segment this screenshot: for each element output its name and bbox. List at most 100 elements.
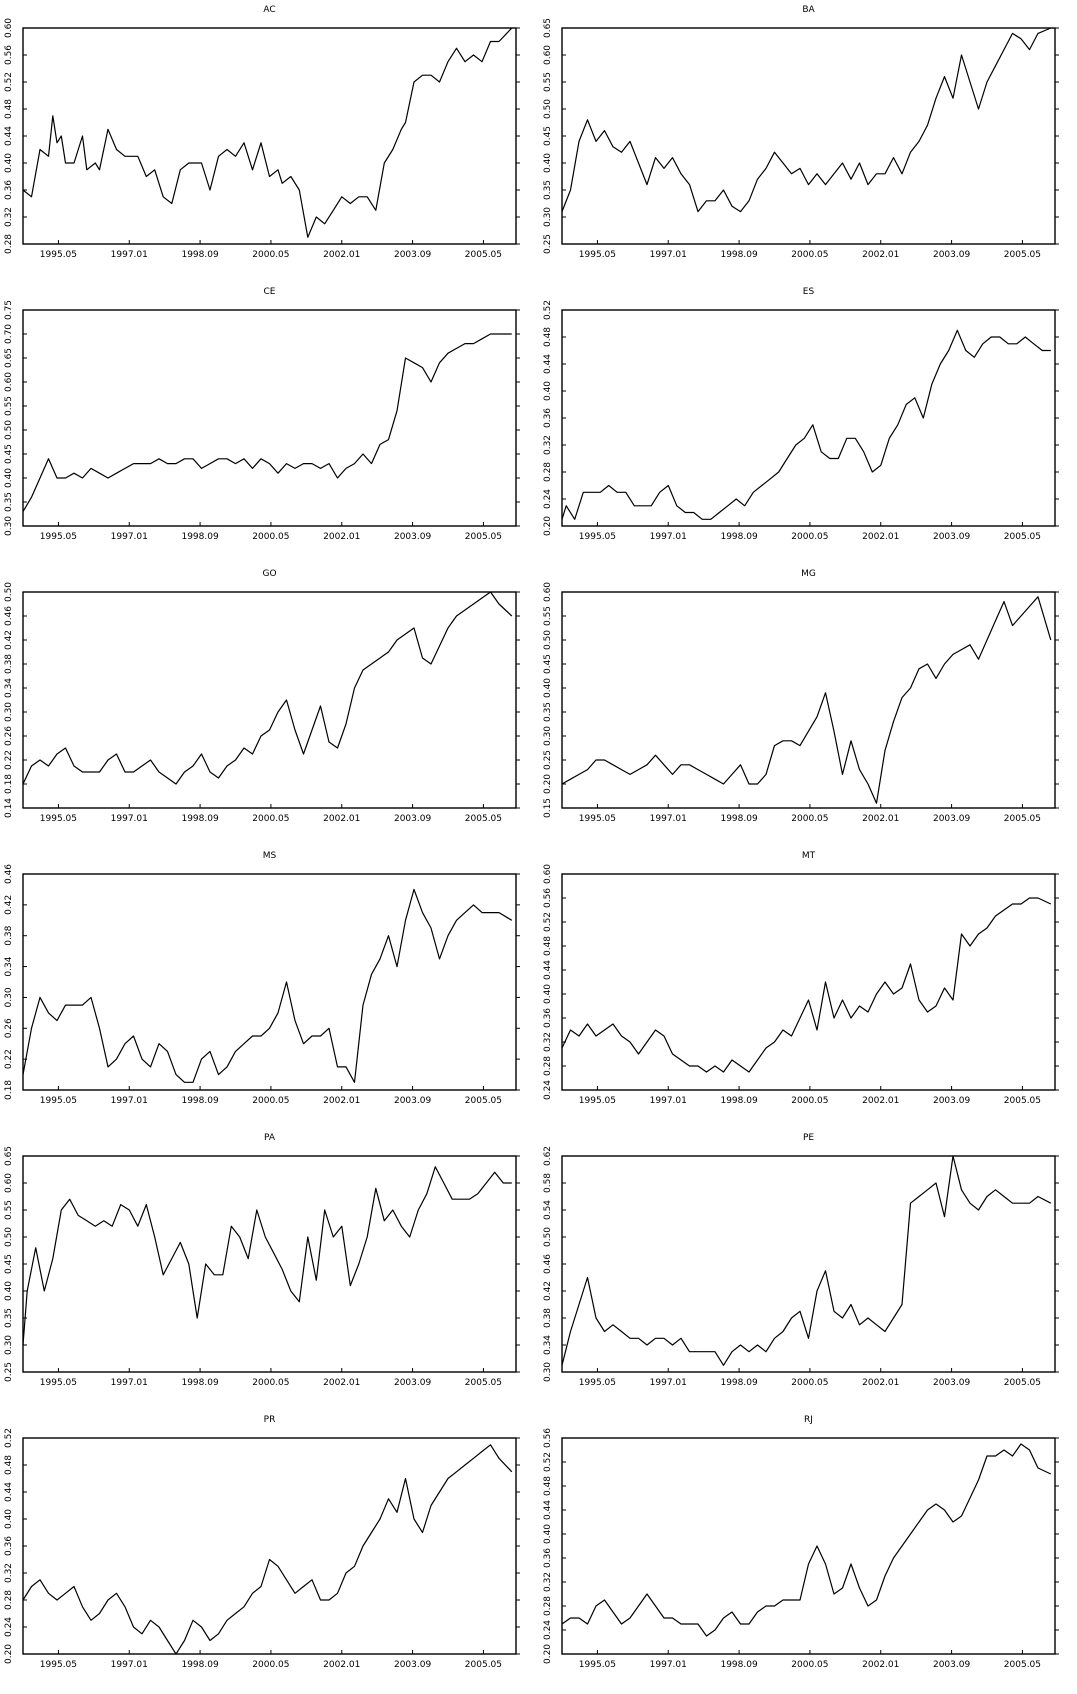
x-tick-label: 1995.05 xyxy=(40,1096,77,1106)
chart-panel-mt: MT 0.24 0.28 0.32 0.36 0.40 0.44 0.48 0.52 0.56 0.… xyxy=(539,846,1077,1128)
y-tick-label: 0.50 xyxy=(543,99,553,119)
x-tick-label: 2002.01 xyxy=(862,250,899,260)
chart-panel-pe: PE 0.30 0.34 0.38 0.42 0.46 0.50 0.54 0.58 0.62 19… xyxy=(539,1128,1077,1410)
x-tick-label: 1995.05 xyxy=(40,1660,77,1670)
y-tick-label: 0.46 xyxy=(543,1254,553,1274)
chart-svg: AC 0.28 0.32 0.36 0.40 0.44 0.48 0.52 0.56 0.60 19… xyxy=(4,5,520,260)
series-line xyxy=(22,591,513,785)
y-tick-label: 0.48 xyxy=(543,1476,553,1496)
y-tick-label: 0.30 xyxy=(4,1335,14,1355)
x-tick-label: 1997.01 xyxy=(111,1660,148,1670)
y-tick-label: 0.38 xyxy=(4,654,14,674)
x-tick-label: 2003.09 xyxy=(933,532,970,542)
y-tick-label: 0.28 xyxy=(543,1056,553,1076)
x-tick-label: 2000.05 xyxy=(252,532,289,542)
x-tick-label: 1995.05 xyxy=(579,1378,616,1388)
x-tick-label: 2003.09 xyxy=(933,250,970,260)
y-tick-label: 0.35 xyxy=(4,492,14,512)
y-tick-label: 0.20 xyxy=(543,1644,553,1664)
y-tick-label: 0.45 xyxy=(543,126,553,146)
x-tick-label: 2003.09 xyxy=(394,532,431,542)
x-tick-label: 2003.09 xyxy=(933,1660,970,1670)
y-tick-label: 0.40 xyxy=(4,1509,14,1529)
y-tick-label: 0.20 xyxy=(543,774,553,794)
y-tick-label: 0.60 xyxy=(543,582,553,602)
x-tick-label: 2003.09 xyxy=(394,1660,431,1670)
y-tick-label: 0.52 xyxy=(4,1428,14,1448)
x-tick-label: 2005.05 xyxy=(1004,1378,1041,1388)
y-tick-label: 0.32 xyxy=(543,435,553,455)
y-tick-label: 0.56 xyxy=(543,888,553,908)
y-tick-label: 0.75 xyxy=(4,300,14,320)
y-tick-label: 0.40 xyxy=(543,984,553,1004)
x-tick-label: 2000.05 xyxy=(791,532,828,542)
y-tick-label: 0.38 xyxy=(543,1308,553,1328)
x-tick-label: 1998.09 xyxy=(181,1378,218,1388)
y-tick-label: 0.40 xyxy=(543,153,553,173)
x-tick-label: 2000.05 xyxy=(252,814,289,824)
y-tick-label: 0.50 xyxy=(543,630,553,650)
chart-svg: MG 0.15 0.20 0.25 0.30 0.35 0.40 0.45 0.50 0.55 0.… xyxy=(543,569,1059,824)
y-tick-label: 0.15 xyxy=(543,798,553,818)
y-tick-label: 0.14 xyxy=(4,798,14,818)
y-tick-label: 0.52 xyxy=(543,1452,553,1472)
chart-panel-ba: BA 0.25 0.30 0.35 0.40 0.45 0.50 0.55 0.60 0.65 19… xyxy=(539,0,1077,282)
x-tick-label: 1997.01 xyxy=(650,250,687,260)
y-tick-label: 0.32 xyxy=(4,207,14,227)
x-tick-label: 2000.05 xyxy=(791,1660,828,1670)
plot-frame xyxy=(561,309,1056,527)
x-tick-label: 2002.01 xyxy=(862,532,899,542)
plot-frame xyxy=(22,1155,517,1373)
plot-frame xyxy=(561,1437,1056,1655)
y-tick-label: 0.60 xyxy=(543,864,553,884)
y-tick-label: 0.30 xyxy=(4,516,14,536)
y-tick-label: 0.40 xyxy=(543,1524,553,1544)
y-tick-label: 0.30 xyxy=(4,702,14,722)
y-tick-label: 0.42 xyxy=(4,895,14,915)
x-tick-label: 2003.09 xyxy=(394,814,431,824)
y-tick-label: 0.24 xyxy=(543,489,553,509)
y-tick-label: 0.18 xyxy=(4,774,14,794)
y-tick-label: 0.48 xyxy=(543,936,553,956)
y-tick-label: 0.36 xyxy=(4,180,14,200)
x-tick-label: 2002.01 xyxy=(862,1096,899,1106)
y-tick-label: 0.44 xyxy=(4,126,14,146)
y-tick-label: 0.55 xyxy=(543,72,553,92)
x-tick-label: 1995.05 xyxy=(40,250,77,260)
x-tick-label: 2003.09 xyxy=(933,1378,970,1388)
x-tick-label: 2005.05 xyxy=(1004,1096,1041,1106)
x-tick-label: 1998.09 xyxy=(181,814,218,824)
series-line xyxy=(22,888,513,1083)
y-tick-label: 0.30 xyxy=(4,987,14,1007)
y-tick-label: 0.30 xyxy=(543,207,553,227)
chart-title: MT xyxy=(802,851,816,861)
chart-svg: MT 0.24 0.28 0.32 0.36 0.40 0.44 0.48 0.52 0.56 0.… xyxy=(543,851,1059,1106)
y-tick-label: 0.62 xyxy=(543,1146,553,1166)
plot-frame xyxy=(561,591,1056,809)
x-tick-label: 2002.01 xyxy=(323,250,360,260)
y-tick-label: 0.55 xyxy=(543,606,553,626)
x-tick-label: 1997.01 xyxy=(650,814,687,824)
series-line xyxy=(561,1155,1052,1366)
x-tick-label: 1997.01 xyxy=(111,1378,148,1388)
y-tick-label: 0.26 xyxy=(4,726,14,746)
y-tick-label: 0.38 xyxy=(4,925,14,945)
y-tick-label: 0.34 xyxy=(543,1335,553,1355)
y-tick-label: 0.44 xyxy=(543,1500,553,1520)
x-tick-label: 1998.09 xyxy=(720,1378,757,1388)
y-tick-label: 0.50 xyxy=(4,1227,14,1247)
y-tick-label: 0.60 xyxy=(4,1173,14,1193)
x-tick-label: 2000.05 xyxy=(252,1378,289,1388)
chart-title: BA xyxy=(802,5,815,15)
y-tick-label: 0.36 xyxy=(543,1008,553,1028)
plot-frame xyxy=(22,27,517,245)
y-tick-label: 0.25 xyxy=(543,750,553,770)
x-tick-label: 1995.05 xyxy=(40,814,77,824)
y-tick-label: 0.32 xyxy=(543,1032,553,1052)
chart-svg: ES 0.20 0.24 0.28 0.32 0.36 0.40 0.44 0.48 0.52 19… xyxy=(543,287,1059,542)
x-tick-label: 2005.05 xyxy=(1004,1660,1041,1670)
x-tick-label: 2000.05 xyxy=(791,814,828,824)
chart-title: PR xyxy=(264,1415,276,1425)
x-tick-label: 1997.01 xyxy=(111,1096,148,1106)
x-tick-label: 2003.09 xyxy=(933,1096,970,1106)
